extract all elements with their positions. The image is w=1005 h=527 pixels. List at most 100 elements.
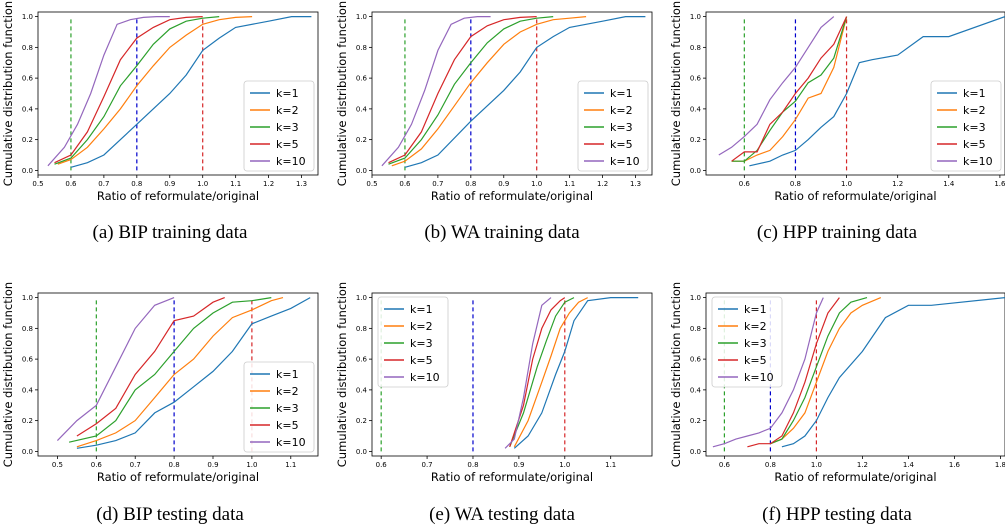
series-line-k=3 bbox=[509, 297, 575, 448]
series-line-k=3 bbox=[54, 16, 220, 165]
y-axis-label: Cumulative distribution function bbox=[1, 1, 15, 186]
series-line-k=1 bbox=[749, 16, 1005, 167]
x-tick-label: 1.2 bbox=[263, 180, 274, 188]
y-tick-label: 0.4 bbox=[22, 105, 34, 113]
x-tick-label: 0.6 bbox=[719, 461, 731, 469]
caption-e: (e) WA testing data bbox=[429, 504, 575, 525]
y-tick-label: 0.6 bbox=[690, 75, 702, 83]
x-tick-label: 1.6 bbox=[994, 180, 1005, 188]
y-tick-label: 0.6 bbox=[22, 356, 34, 364]
x-tick-label: 0.6 bbox=[376, 461, 388, 469]
x-tick-label: 1.0 bbox=[531, 180, 542, 188]
y-tick-label: 0.4 bbox=[690, 386, 702, 394]
x-tick-label: 0.8 bbox=[465, 180, 476, 188]
x-tick-label: 0.7 bbox=[422, 461, 433, 469]
x-tick-label: 0.6 bbox=[399, 180, 411, 188]
y-tick-label: 0.0 bbox=[690, 167, 701, 175]
legend-label: k=3 bbox=[276, 121, 299, 134]
series-line-k=1 bbox=[404, 16, 646, 168]
legend-box bbox=[377, 296, 449, 388]
x-tick-label: 1.4 bbox=[903, 461, 915, 469]
legend-label: k=5 bbox=[410, 354, 433, 367]
y-tick-label: 0.0 bbox=[690, 448, 701, 456]
legend-label: k=5 bbox=[744, 354, 767, 367]
caption-b: (b) WA training data bbox=[424, 222, 580, 243]
y-axis-label: Cumulative distribution function bbox=[335, 1, 349, 186]
x-tick-label: 0.9 bbox=[498, 180, 509, 188]
series-line-k=10 bbox=[47, 16, 170, 167]
y-tick-label: 0.2 bbox=[690, 136, 701, 144]
x-tick-label: 0.9 bbox=[513, 461, 524, 469]
y-axis-label: Cumulative distribution function bbox=[669, 282, 683, 467]
legend-label: k=5 bbox=[963, 138, 986, 151]
y-tick-label: 0.4 bbox=[356, 386, 368, 394]
y-tick-label: 0.0 bbox=[356, 167, 367, 175]
y-tick-label: 0.8 bbox=[690, 325, 701, 333]
x-tick-label: 1.3 bbox=[630, 180, 641, 188]
y-tick-label: 0.2 bbox=[356, 136, 367, 144]
series-line-k=10 bbox=[381, 16, 491, 167]
series-line-k=10 bbox=[712, 297, 824, 448]
y-tick-label: 0.8 bbox=[22, 44, 33, 52]
series-line-k=2 bbox=[731, 16, 848, 162]
legend-box bbox=[930, 80, 1002, 172]
x-axis-label: Ratio of reformulate/original bbox=[774, 470, 936, 484]
x-tick-label: 0.9 bbox=[164, 180, 175, 188]
x-tick-label: 1.0 bbox=[197, 180, 208, 188]
legend-label: k=1 bbox=[744, 303, 767, 316]
legend-label: k=2 bbox=[276, 385, 299, 398]
legend-label: k=10 bbox=[744, 371, 774, 384]
legend-label: k=10 bbox=[610, 155, 640, 168]
legend-label: k=2 bbox=[610, 104, 633, 117]
legend-label: k=1 bbox=[276, 368, 299, 381]
y-tick-label: 0.8 bbox=[356, 325, 367, 333]
y-tick-label: 0.0 bbox=[356, 448, 367, 456]
y-axis-label: Cumulative distribution function bbox=[1, 282, 15, 467]
y-tick-label: 1.0 bbox=[22, 294, 33, 302]
x-tick-label: 0.8 bbox=[131, 180, 142, 188]
y-tick-label: 0.0 bbox=[22, 448, 33, 456]
legend-label: k=5 bbox=[276, 138, 299, 151]
series-line-k=1 bbox=[513, 297, 639, 449]
x-tick-label: 0.8 bbox=[169, 461, 180, 469]
x-tick-label: 1.6 bbox=[949, 461, 961, 469]
series-line-k=1 bbox=[76, 297, 311, 449]
y-tick-label: 0.2 bbox=[22, 136, 33, 144]
x-tick-label: 0.5 bbox=[52, 461, 63, 469]
x-axis-label: Ratio of reformulate/original bbox=[97, 470, 259, 484]
x-tick-label: 1.0 bbox=[841, 180, 852, 188]
y-tick-label: 0.2 bbox=[690, 417, 701, 425]
y-tick-label: 1.0 bbox=[22, 13, 33, 21]
legend-label: k=3 bbox=[410, 337, 433, 350]
legend-box bbox=[711, 296, 783, 388]
y-tick-label: 0.0 bbox=[22, 167, 33, 175]
x-tick-label: 0.8 bbox=[790, 180, 801, 188]
legend-label: k=1 bbox=[276, 87, 299, 100]
series-line-k=5 bbox=[54, 16, 203, 164]
y-tick-label: 1.0 bbox=[690, 13, 701, 21]
series-line-k=3 bbox=[68, 297, 272, 443]
series-line-k=5 bbox=[509, 297, 566, 447]
legend-label: k=1 bbox=[610, 87, 633, 100]
series-line-k=10 bbox=[504, 297, 552, 449]
x-tick-label: 1.1 bbox=[605, 461, 616, 469]
series-line-k=1 bbox=[781, 297, 1005, 448]
chart-panel: 0.6 0.7 0.8 0.9 1.0 1.10.00.20.40.60.81.0Rati… bbox=[335, 282, 653, 484]
x-tick-label: 1.1 bbox=[230, 180, 241, 188]
x-tick-label: 0.5 bbox=[32, 180, 43, 188]
y-tick-label: 0.8 bbox=[690, 44, 701, 52]
x-tick-label: 0.6 bbox=[65, 180, 77, 188]
series-line-k=5 bbox=[388, 16, 537, 164]
legend-label: k=1 bbox=[963, 87, 986, 100]
y-tick-label: 0.2 bbox=[356, 417, 367, 425]
x-tick-label: 1.1 bbox=[564, 180, 575, 188]
legend-label: k=10 bbox=[963, 155, 993, 168]
legend-label: k=2 bbox=[744, 320, 767, 333]
y-tick-label: 0.4 bbox=[22, 386, 34, 394]
series-line-k=2 bbox=[513, 297, 588, 448]
legend-box bbox=[243, 361, 315, 453]
x-tick-label: 1.8 bbox=[995, 461, 1005, 469]
y-tick-label: 1.0 bbox=[356, 294, 367, 302]
y-tick-label: 0.6 bbox=[356, 75, 368, 83]
